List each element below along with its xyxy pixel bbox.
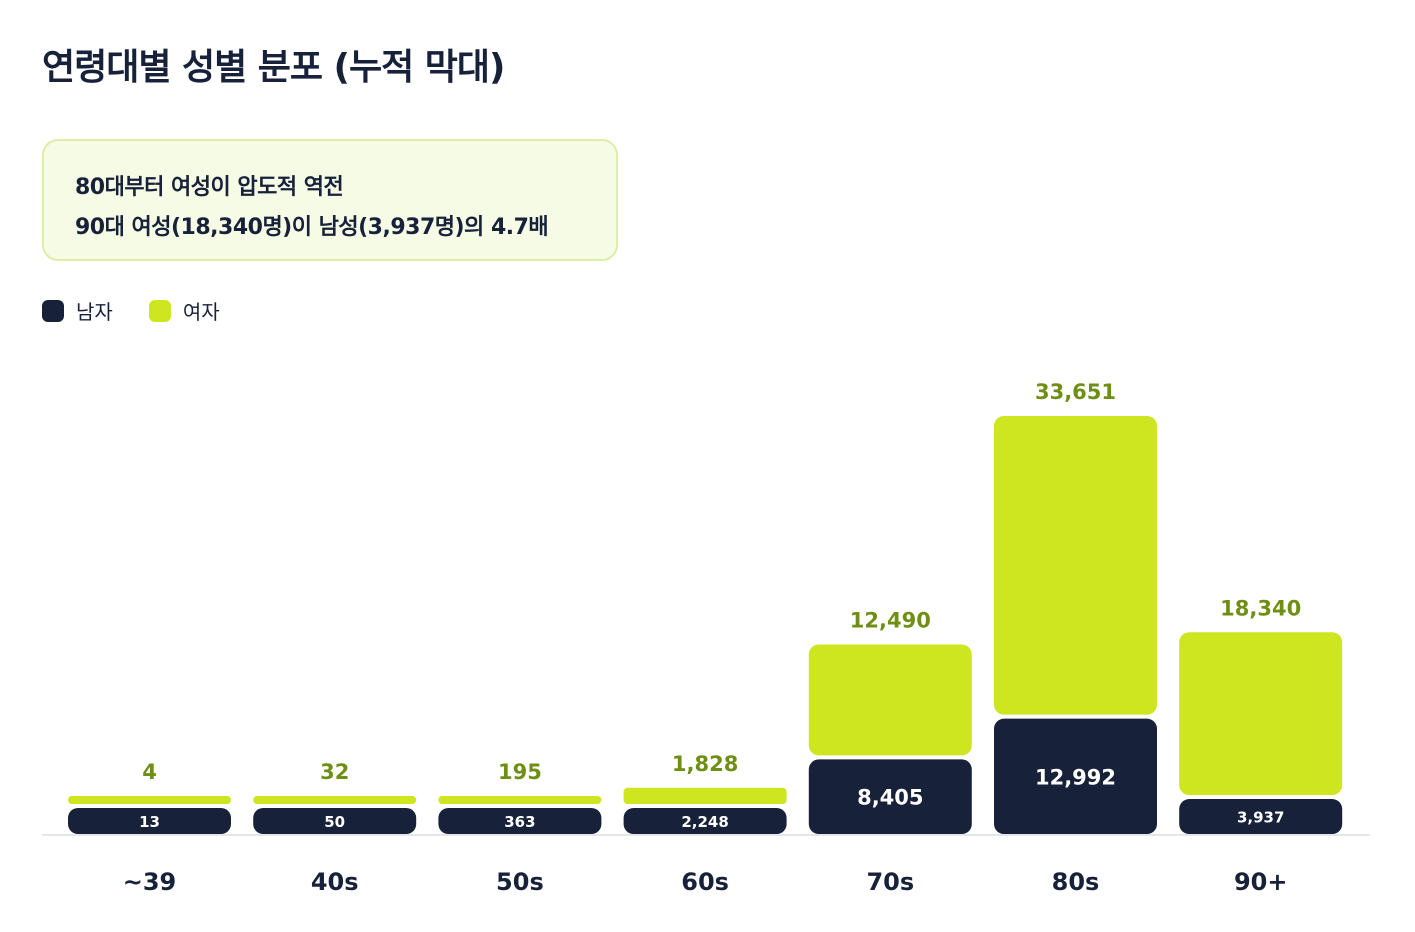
insight-callout: 80대부터 여성이 압도적 역전 90대 여성(18,340명)이 남성(3,9… — [42, 139, 618, 261]
bar-female-5 — [994, 416, 1157, 715]
data-label-female-6: 18,340 — [1220, 596, 1301, 620]
bar-male-4 — [808, 759, 972, 834]
bar-male-1 — [253, 808, 417, 834]
legend-swatch-male — [42, 299, 64, 322]
x-tick-label-5: 80s — [1052, 868, 1100, 896]
x-tick-label-3: 60s — [681, 868, 729, 896]
data-label-male-3: 2,248 — [681, 813, 728, 831]
page-title: 연령대별 성별 분포 (누적 막대) — [42, 47, 505, 88]
legend-label-male: 남자 — [76, 300, 113, 324]
x-tick-label-2: 50s — [496, 868, 544, 896]
bar-male-3 — [623, 808, 787, 834]
data-label-female-2: 195 — [498, 760, 542, 784]
bar-male-5 — [994, 718, 1157, 834]
legend-swatch-female — [148, 299, 171, 322]
x-tick-label-6: 90+ — [1234, 868, 1288, 896]
data-label-male-5: 12,992 — [1035, 765, 1116, 789]
legend-item-male: 남자 — [42, 296, 113, 325]
callout-line-2: 90대 여성(18,340명)이 남성(3,937명)의 4.7배 — [75, 215, 549, 240]
data-label-female-0: 4 — [142, 760, 157, 784]
data-label-female-5: 33,651 — [1035, 380, 1116, 404]
bar-female-6 — [1179, 632, 1343, 796]
chart-legend: 남자 여자 — [42, 296, 256, 325]
x-tick-label-4: 70s — [866, 868, 914, 896]
data-label-male-6: 3,937 — [1237, 809, 1284, 827]
data-label-male-0: 13 — [139, 813, 160, 831]
data-label-female-3: 1,828 — [672, 752, 738, 776]
data-label-male-2: 363 — [504, 813, 535, 831]
data-label-male-4: 8,405 — [857, 786, 923, 810]
data-label-female-1: 32 — [320, 760, 349, 784]
data-label-female-4: 12,490 — [850, 609, 931, 633]
x-tick-label-1: 40s — [311, 868, 359, 896]
callout-line-1: 80대부터 여성이 압도적 역전 — [75, 175, 344, 200]
bar-female-0 — [68, 796, 231, 804]
bar-female-1 — [253, 796, 417, 804]
legend-item-female: 여자 — [148, 296, 220, 325]
bar-female-3 — [623, 787, 787, 804]
bar-female-4 — [808, 644, 972, 756]
bar-male-0 — [68, 808, 231, 834]
bar-male-6 — [1179, 799, 1343, 834]
legend-label-female: 여자 — [182, 300, 220, 324]
bar-female-2 — [438, 796, 602, 804]
data-label-male-1: 50 — [324, 813, 345, 831]
x-tick-label-0: ~39 — [123, 868, 177, 896]
bar-male-2 — [438, 808, 602, 834]
